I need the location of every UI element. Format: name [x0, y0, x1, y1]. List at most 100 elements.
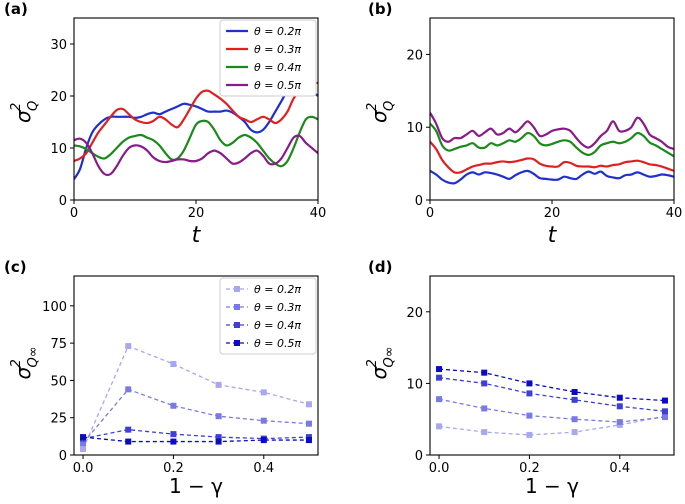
series-group — [80, 343, 312, 453]
data-point — [260, 437, 267, 444]
data-point — [661, 414, 668, 421]
y-tick-label: 75 — [50, 337, 67, 352]
y-tick-label: 10 — [406, 121, 423, 136]
data-point — [215, 434, 222, 441]
axes-frame — [429, 275, 675, 456]
y-tick-label: 0 — [415, 449, 423, 464]
y-label-subscript: Q∞ — [26, 346, 41, 367]
data-point — [526, 431, 533, 438]
panel-label: (d) — [368, 258, 392, 276]
x-tick-label: 0 — [426, 206, 434, 221]
series-line-3 — [74, 115, 318, 168]
series-line-3 — [82, 428, 309, 440]
x-tick-label: 0.2 — [163, 461, 184, 476]
y-label-symbol: σ — [367, 366, 391, 380]
y-label-superscript: 2 — [365, 103, 380, 111]
x-tick-label: 0.0 — [429, 461, 450, 476]
data-point — [661, 408, 668, 415]
y-label-subscript: Q — [26, 101, 41, 111]
x-tick-label: 0.2 — [519, 461, 540, 476]
legend-label: θ = 0.5π — [254, 337, 301, 350]
data-point — [616, 403, 623, 410]
y-tick-label: 25 — [50, 412, 67, 427]
y-tick-label: 0 — [415, 194, 423, 209]
data-point — [616, 394, 623, 401]
series-line-4 — [430, 112, 674, 151]
panel-label: (a) — [4, 0, 28, 18]
y-tick-label: 100 — [42, 300, 67, 315]
data-point — [80, 440, 87, 447]
series-line-1 — [438, 415, 666, 436]
series-line-4 — [82, 436, 309, 443]
y-axis-label: σ2 Q∞ — [9, 346, 41, 379]
series-line-1 — [74, 81, 318, 180]
y-label-subscript: Q∞ — [382, 346, 397, 367]
data-point — [305, 401, 312, 408]
data-point — [481, 380, 488, 387]
data-point — [215, 413, 222, 420]
data-point — [436, 374, 443, 381]
y-label-subscript: Q — [382, 101, 397, 111]
panel-d: (d) 0.0 0.2 0.4 0 10 20 1 − γ σ2 Q∞ — [365, 258, 675, 498]
y-tick-label: 20 — [406, 306, 423, 321]
series-line-1 — [430, 169, 674, 185]
legend-marker — [234, 322, 240, 328]
series-group — [436, 366, 668, 438]
series-line-2 — [74, 81, 318, 163]
data-point — [215, 438, 222, 445]
x-tick-label: 40 — [310, 206, 327, 221]
legend-label: θ = 0.5π — [254, 79, 301, 92]
data-point — [616, 419, 623, 426]
data-point — [571, 388, 578, 395]
data-point — [80, 434, 87, 441]
y-label-symbol: σ — [11, 109, 35, 123]
x-tick-label: 40 — [666, 206, 683, 221]
legend-marker — [234, 286, 240, 292]
series-line-4 — [438, 368, 666, 402]
series-group — [430, 112, 674, 185]
legend-box — [219, 277, 317, 355]
x-axis-label: 1 − γ — [525, 474, 579, 498]
data-point — [526, 412, 533, 419]
y-tick-label: 0 — [59, 449, 67, 464]
panel-label: (b) — [368, 0, 392, 18]
data-point — [260, 389, 267, 396]
y-label-superscript: 2 — [9, 103, 24, 111]
y-tick-label: 20 — [406, 48, 423, 63]
data-point — [526, 390, 533, 397]
series-group — [74, 81, 318, 180]
data-point — [125, 343, 132, 350]
y-tick-label: 0 — [59, 194, 67, 209]
data-point — [305, 420, 312, 427]
data-point — [661, 397, 668, 404]
data-point — [571, 416, 578, 423]
x-tick-label: 0 — [70, 206, 78, 221]
y-tick-label: 10 — [406, 377, 423, 392]
legend-label: θ = 0.4π — [254, 61, 301, 74]
x-tick-label: 0.4 — [609, 461, 630, 476]
legend-marker — [234, 340, 240, 346]
panel-b: (b) 0 20 40 0 10 20 t σ2 Q — [365, 0, 682, 248]
data-point — [170, 361, 177, 368]
data-point — [170, 438, 177, 445]
legend-label: θ = 0.3π — [254, 43, 301, 56]
legend-box — [219, 19, 317, 97]
series-line-3 — [430, 122, 674, 158]
y-label-symbol: σ — [11, 366, 35, 380]
x-tick-label: 0.4 — [253, 461, 274, 476]
legend-label: θ = 0.2π — [254, 25, 301, 38]
legend: θ = 0.2π θ = 0.3π θ = 0.4π θ = 0.5π — [219, 277, 317, 355]
legend: θ = 0.2π θ = 0.3π θ = 0.4π θ = 0.5π — [219, 19, 317, 97]
axes-frame — [73, 275, 319, 456]
data-point — [80, 446, 87, 453]
x-axis-label: t — [548, 223, 558, 248]
x-tick-label: 20 — [544, 206, 561, 221]
y-tick-label: 50 — [50, 374, 67, 389]
data-point — [481, 369, 488, 376]
y-tick-label: 30 — [50, 38, 67, 53]
data-point — [305, 437, 312, 444]
data-point — [481, 405, 488, 412]
y-tick-label: 20 — [50, 90, 67, 105]
